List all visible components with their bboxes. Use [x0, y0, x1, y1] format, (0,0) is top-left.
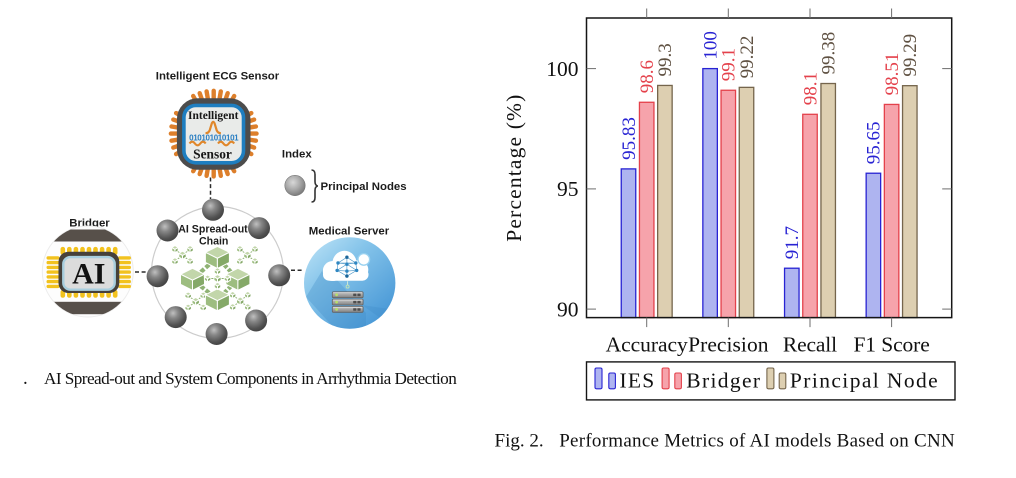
svg-text:98.1: 98.1: [800, 72, 821, 105]
svg-text:95: 95: [557, 177, 579, 201]
svg-text:Chain: Chain: [199, 236, 228, 248]
svg-text:99.3: 99.3: [655, 43, 676, 76]
svg-text:F1 Score: F1 Score: [853, 332, 929, 356]
svg-text:Performance Metrics of AI mode: Performance Metrics of AI models Based o…: [559, 431, 955, 452]
svg-text:98.6: 98.6: [637, 60, 658, 93]
svg-text:Medical Server: Medical Server: [309, 225, 390, 237]
svg-text:AI: AI: [72, 258, 105, 291]
svg-text:.: .: [23, 368, 28, 389]
svg-text:99.22: 99.22: [737, 36, 758, 79]
svg-text:Precision: Precision: [688, 332, 769, 356]
svg-text:Sensor: Sensor: [193, 146, 232, 161]
svg-text:Accuracy: Accuracy: [606, 332, 688, 356]
svg-text:100: 100: [546, 57, 578, 81]
svg-text:Fig. 2.: Fig. 2.: [495, 431, 544, 452]
svg-text:Intelligent ECG Sensor: Intelligent ECG Sensor: [156, 71, 280, 83]
svg-text:91.7: 91.7: [782, 226, 803, 259]
svg-text:100: 100: [700, 31, 721, 60]
svg-text:99.29: 99.29: [900, 34, 921, 77]
svg-text:98.51: 98.51: [882, 53, 903, 96]
svg-text:99.1: 99.1: [719, 48, 740, 81]
svg-text:010101010101: 010101010101: [189, 133, 239, 142]
svg-text:95.83: 95.83: [619, 117, 640, 160]
svg-text:Principal Nodes: Principal Nodes: [321, 181, 407, 193]
svg-text:AI Spread-out: AI Spread-out: [178, 224, 248, 236]
svg-text:Bridger: Bridger: [686, 369, 760, 393]
svg-text:Index: Index: [282, 149, 312, 161]
svg-text:90: 90: [557, 297, 579, 321]
svg-text:Intelligent: Intelligent: [188, 110, 239, 122]
svg-text:Percentage (%): Percentage (%): [502, 95, 526, 242]
svg-text:99.38: 99.38: [819, 32, 840, 75]
svg-text:Recall: Recall: [783, 332, 837, 356]
svg-text:AI Spread-out and System Compo: AI Spread-out and System Components in A…: [44, 369, 457, 388]
svg-text:IES: IES: [620, 369, 655, 393]
svg-text:95.65: 95.65: [864, 121, 885, 164]
svg-text:Principal Node: Principal Node: [790, 369, 938, 393]
